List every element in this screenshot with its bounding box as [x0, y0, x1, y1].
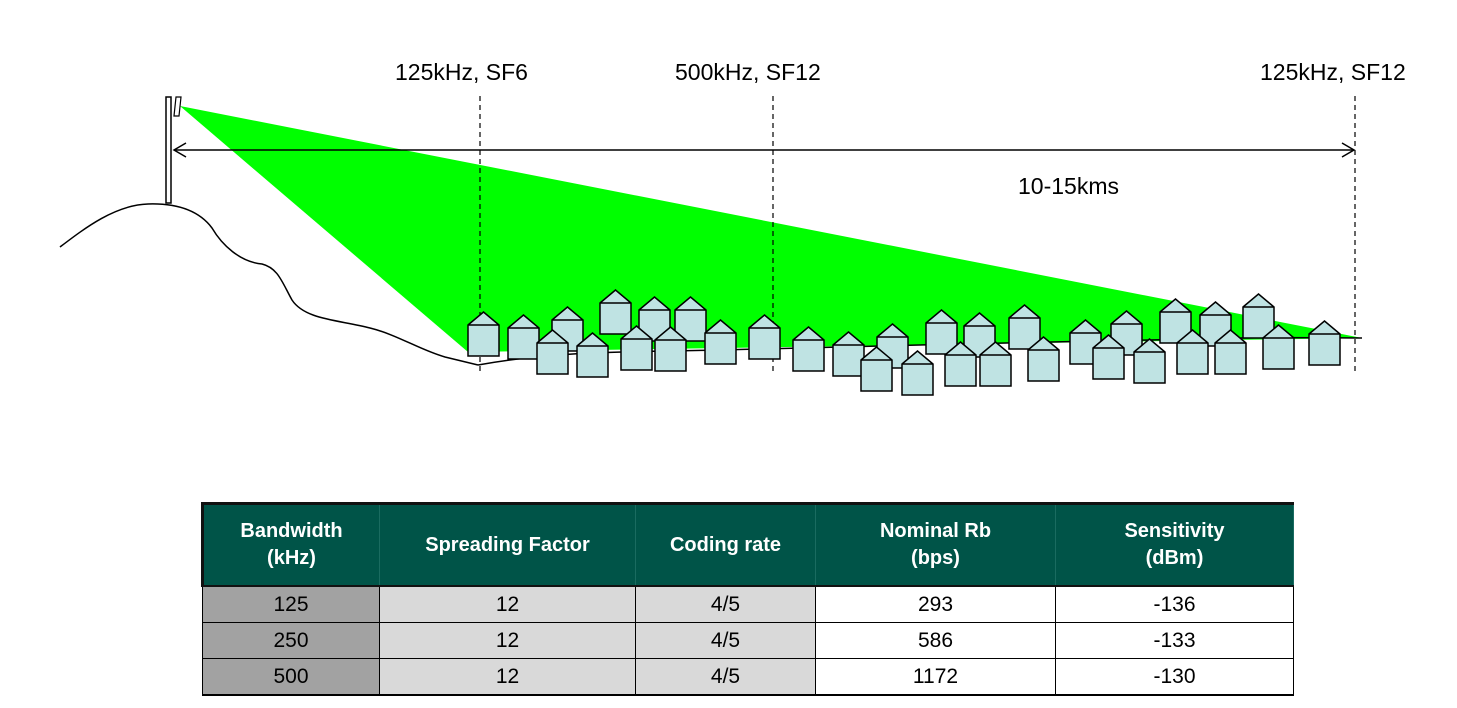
house-icon: [467, 311, 500, 357]
header-sensitivity: Sensitivity (dBm): [1055, 502, 1294, 587]
table-header-row: Bandwidth (kHz) Spreading Factor Coding …: [201, 502, 1294, 587]
marker-label-2: 500kHz, SF12: [675, 59, 821, 85]
range-arrow: [172, 142, 1356, 158]
village-houses: [467, 289, 1341, 396]
house-icon: [860, 346, 893, 392]
cell-spreading-factor: 12: [379, 622, 636, 659]
cell-nominal-rb: 1172: [815, 658, 1056, 696]
table-row: 500 12 4/5 1172 -130: [202, 658, 1294, 696]
house-icon: [979, 341, 1012, 387]
cell-sensitivity: -133: [1055, 622, 1294, 659]
house-icon: [792, 326, 825, 372]
header-coding-rate: Coding rate: [635, 502, 816, 587]
house-icon: [599, 289, 632, 335]
antenna-tower-icon: [165, 96, 182, 204]
house-icon: [1308, 320, 1341, 366]
cell-sensitivity: -136: [1055, 585, 1294, 623]
house-icon: [1176, 329, 1209, 375]
house-icon: [674, 296, 707, 342]
coverage-beam: [180, 106, 1362, 352]
cell-bandwidth: 500: [202, 658, 380, 696]
cell-nominal-rb: 293: [815, 585, 1056, 623]
header-spreading-factor: Spreading Factor: [379, 502, 636, 587]
header-nominal-rb: Nominal Rb (bps): [815, 502, 1056, 587]
cell-nominal-rb: 586: [815, 622, 1056, 659]
house-icon: [1242, 293, 1275, 339]
house-icon: [536, 329, 569, 375]
lora-spec-table: Bandwidth (kHz) Spreading Factor Coding …: [201, 502, 1294, 696]
house-icon: [1092, 334, 1125, 380]
marker-label-3: 125kHz, SF12: [1260, 59, 1406, 85]
cell-coding-rate: 4/5: [635, 585, 816, 623]
marker-label-1: 125kHz, SF6: [395, 59, 528, 85]
table-row: 125 12 4/5 293 -136: [202, 585, 1294, 623]
house-icon: [638, 296, 671, 342]
coverage-diagram: 125kHz, SF6 500kHz, SF12 125kHz, SF12 10…: [59, 59, 1406, 396]
header-bandwidth: Bandwidth (kHz): [201, 502, 380, 587]
house-icon: [925, 309, 958, 355]
cell-sensitivity: -130: [1055, 658, 1294, 696]
house-icon: [654, 326, 687, 372]
house-icon: [748, 314, 781, 360]
house-icon: [507, 314, 540, 360]
cell-bandwidth: 250: [202, 622, 380, 659]
house-icon: [944, 341, 977, 387]
cell-coding-rate: 4/5: [635, 658, 816, 696]
house-icon: [1133, 338, 1166, 384]
cell-coding-rate: 4/5: [635, 622, 816, 659]
house-icon: [1027, 336, 1060, 382]
cell-spreading-factor: 12: [379, 585, 636, 623]
cell-spreading-factor: 12: [379, 658, 636, 696]
house-icon: [620, 325, 653, 371]
house-icon: [1214, 329, 1247, 375]
hill-outline: [59, 203, 479, 366]
house-icon: [901, 350, 934, 396]
table-row: 250 12 4/5 586 -133: [202, 622, 1294, 659]
house-icon: [1262, 324, 1295, 370]
house-icon: [576, 332, 609, 378]
range-label: 10-15kms: [1018, 173, 1119, 199]
house-icon: [1159, 298, 1192, 344]
house-icon: [704, 319, 737, 365]
house-icon: [1008, 304, 1041, 350]
cell-bandwidth: 125: [202, 585, 380, 623]
